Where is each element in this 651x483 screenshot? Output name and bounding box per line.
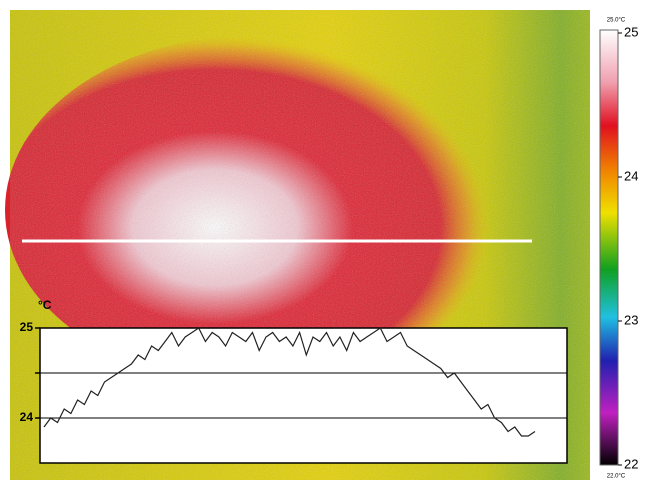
colorbar-tick-label: 25 [624,24,638,39]
colorbar-tick-label: 24 [624,168,638,183]
colorbar [600,30,618,465]
colorbar-tick-label: 23 [624,312,638,327]
profile-frame [40,328,567,463]
y-tick-label: 24 [20,410,34,424]
colorbar-min-label: 22.0°C [607,474,626,480]
y-axis-label: °C [38,298,52,312]
colorbar-max-label: 25.0°C [607,18,626,24]
thermal-view: °C 25.0°C 22.0°C 24 25 22 23 24 25 [0,0,651,483]
y-tick-label: 25 [20,320,34,334]
colorbar-tick-label: 22 [624,456,638,471]
